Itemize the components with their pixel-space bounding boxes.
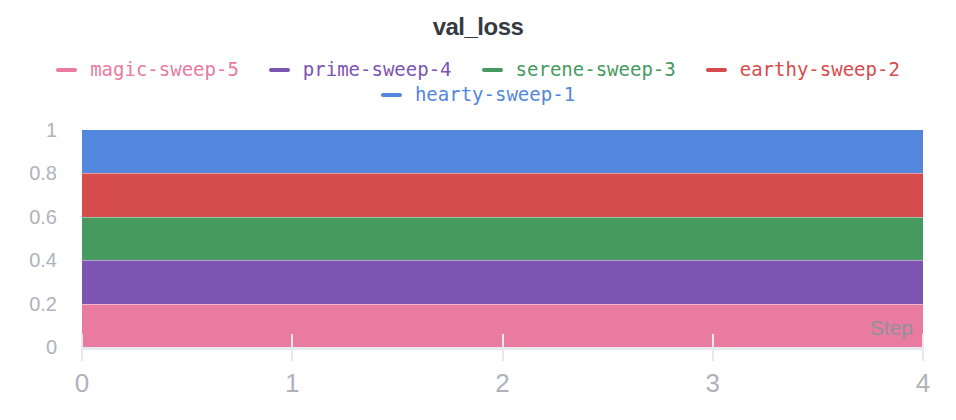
legend-run-name: serene-sweep-3	[516, 57, 676, 82]
legend-line-icon	[269, 68, 290, 72]
y-tick-label: 0.6	[0, 205, 57, 228]
legend: magic-sweep-5 prime-sweep-4 serene-sweep-3…	[20, 57, 936, 107]
chart-panel: val_loss magic-sweep-5 prime-sweep-4 seren…	[0, 0, 956, 420]
y-axis-labels: 00.20.40.60.81	[0, 130, 57, 347]
x-tick-mark	[922, 334, 924, 361]
x-axis-inline-label: Step	[870, 316, 913, 340]
legend-run-name: magic-sweep-5	[90, 57, 239, 82]
y-tick-label: 0.4	[0, 249, 57, 272]
legend-line-icon	[56, 68, 77, 72]
y-tick-label: 0.8	[0, 162, 57, 185]
x-tick-label: 4	[916, 368, 930, 399]
x-tick-label: 1	[285, 368, 299, 399]
legend-item-magic-sweep-5[interactable]: magic-sweep-5	[56, 57, 239, 82]
plot-area[interactable]: Step 01234	[82, 130, 923, 347]
x-tick-label: 3	[706, 368, 720, 399]
x-tick-mark	[81, 334, 83, 361]
legend-item-earthy-sweep-2[interactable]: earthy-sweep-2	[706, 57, 900, 82]
legend-line-icon	[482, 68, 503, 72]
area-band-earthy-sweep-2	[82, 173, 923, 216]
area-band-serene-sweep-3	[82, 217, 923, 260]
y-tick-label: 0	[0, 336, 57, 359]
chart-title: val_loss	[0, 13, 956, 41]
legend-line-icon	[381, 93, 402, 97]
legend-run-name: prime-sweep-4	[303, 57, 452, 82]
x-tick-label: 0	[75, 368, 89, 399]
area-band-prime-sweep-4	[82, 260, 923, 303]
y-tick-label: 0.2	[0, 292, 57, 315]
y-tick-label: 1	[0, 119, 57, 142]
x-tick-mark	[502, 334, 504, 361]
legend-run-name: hearty-sweep-1	[415, 82, 575, 107]
legend-item-serene-sweep-3[interactable]: serene-sweep-3	[482, 57, 676, 82]
legend-run-name: earthy-sweep-2	[740, 57, 900, 82]
x-tick-mark	[712, 334, 714, 361]
legend-item-hearty-sweep-1[interactable]: hearty-sweep-1	[381, 82, 575, 107]
x-tick-label: 2	[495, 368, 509, 399]
legend-item-prime-sweep-4[interactable]: prime-sweep-4	[269, 57, 452, 82]
x-tick-mark	[291, 334, 293, 361]
area-band-hearty-sweep-1	[82, 130, 923, 173]
legend-line-icon	[706, 68, 727, 72]
